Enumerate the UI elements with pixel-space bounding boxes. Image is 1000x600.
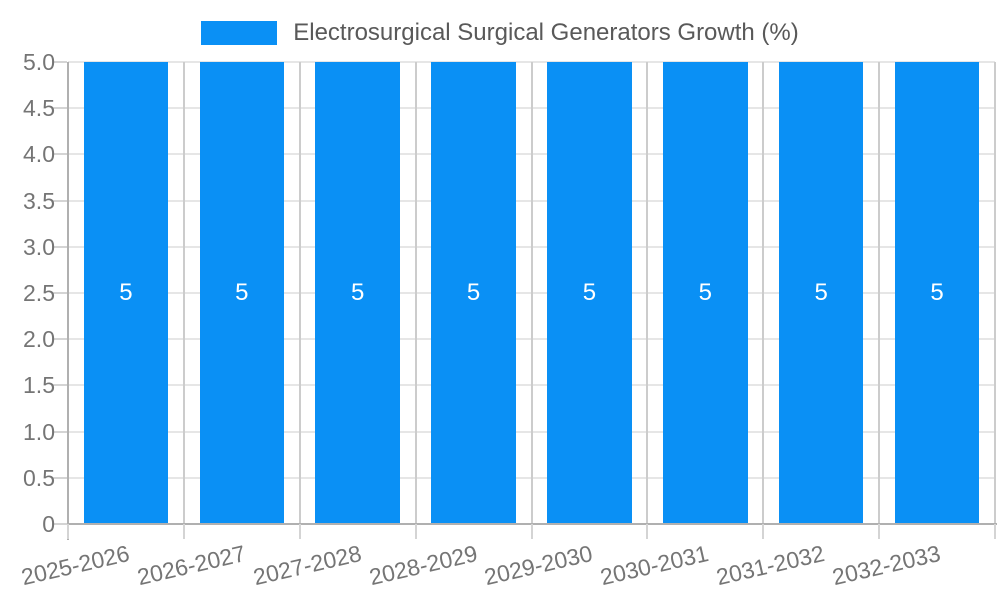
y-tick-label: 3.0 bbox=[23, 233, 55, 260]
gridline-vertical bbox=[762, 62, 765, 524]
gridline-vertical bbox=[298, 62, 301, 524]
bar: 5 bbox=[315, 62, 400, 524]
y-tick-label: 4.5 bbox=[23, 95, 55, 122]
y-tick-mark bbox=[52, 153, 67, 156]
x-tick-label: 2027-2028 bbox=[250, 540, 364, 591]
y-tick-label: 5.0 bbox=[23, 49, 55, 75]
y-tick-label: 3.5 bbox=[23, 187, 55, 214]
y-tick-mark bbox=[52, 107, 67, 110]
bar-value-label: 5 bbox=[351, 279, 365, 306]
bar: 5 bbox=[431, 62, 516, 524]
y-tick-mark bbox=[52, 384, 67, 387]
gridline-vertical bbox=[530, 62, 533, 524]
plot-area: 5 5 5 5 5 5 5 5 bbox=[68, 61, 996, 524]
x-tick-mark bbox=[530, 524, 533, 539]
y-tick-mark bbox=[52, 61, 67, 63]
legend-label: Electrosurgical Surgical Generators Grow… bbox=[293, 19, 799, 46]
gridline-vertical bbox=[414, 62, 417, 524]
bar-value-label: 5 bbox=[119, 279, 133, 306]
x-tick-mark bbox=[182, 524, 185, 539]
x-tick-label: 2031-2032 bbox=[714, 540, 828, 591]
bar-value-label: 5 bbox=[466, 279, 481, 306]
bar-value-label: 5 bbox=[814, 279, 828, 306]
bar: 5 bbox=[199, 62, 285, 524]
y-tick-label: 4.0 bbox=[23, 141, 55, 168]
x-tick-label: 2030-2031 bbox=[598, 540, 712, 591]
x-tick-mark bbox=[878, 524, 881, 539]
bar: 5 bbox=[83, 62, 169, 524]
y-tick-label: 0.5 bbox=[23, 464, 55, 491]
y-tick-mark bbox=[52, 199, 67, 202]
y-tick-label: 1.0 bbox=[23, 418, 55, 445]
x-tick-mark bbox=[67, 524, 69, 539]
x-tick-mark bbox=[646, 524, 649, 539]
x-tick-mark bbox=[298, 524, 301, 539]
gridline-vertical bbox=[878, 62, 881, 524]
y-tick-mark bbox=[52, 338, 67, 341]
bar: 5 bbox=[663, 62, 748, 524]
x-tick-label: 2032-2033 bbox=[829, 540, 943, 591]
y-tick-label: 2.0 bbox=[23, 326, 55, 353]
bar: 5 bbox=[778, 62, 864, 524]
bar-value-label: 5 bbox=[930, 279, 944, 306]
bar-value-label: 5 bbox=[235, 279, 249, 306]
bar: 5 bbox=[547, 62, 632, 524]
x-tick-mark bbox=[414, 524, 417, 539]
x-tick-label: 2025-2026 bbox=[18, 540, 132, 591]
y-axis-line bbox=[67, 62, 69, 540]
y-tick-mark bbox=[52, 476, 67, 479]
y-tick-label: 1.5 bbox=[23, 372, 55, 399]
bar-value-label: 5 bbox=[582, 279, 597, 306]
x-tick-label: 2028-2029 bbox=[366, 540, 480, 591]
y-tick-mark bbox=[52, 430, 67, 433]
x-tick-mark bbox=[994, 524, 996, 539]
y-tick-label: 0 bbox=[42, 511, 55, 537]
gridline-vertical bbox=[646, 62, 649, 524]
gridline-vertical bbox=[182, 62, 185, 524]
y-tick-label: 2.5 bbox=[23, 280, 55, 306]
x-tick-label: 2026-2027 bbox=[134, 540, 248, 591]
gridline-vertical bbox=[994, 62, 996, 524]
bar-value-label: 5 bbox=[698, 279, 712, 306]
bar: 5 bbox=[894, 62, 980, 524]
legend-swatch bbox=[201, 21, 278, 45]
x-tick-mark bbox=[762, 524, 765, 539]
y-tick-mark bbox=[52, 292, 67, 294]
y-tick-mark bbox=[52, 245, 67, 248]
y-tick-mark bbox=[52, 523, 67, 525]
chart-legend: Electrosurgical Surgical Generators Grow… bbox=[0, 18, 1000, 48]
x-tick-label: 2029-2030 bbox=[482, 540, 596, 591]
